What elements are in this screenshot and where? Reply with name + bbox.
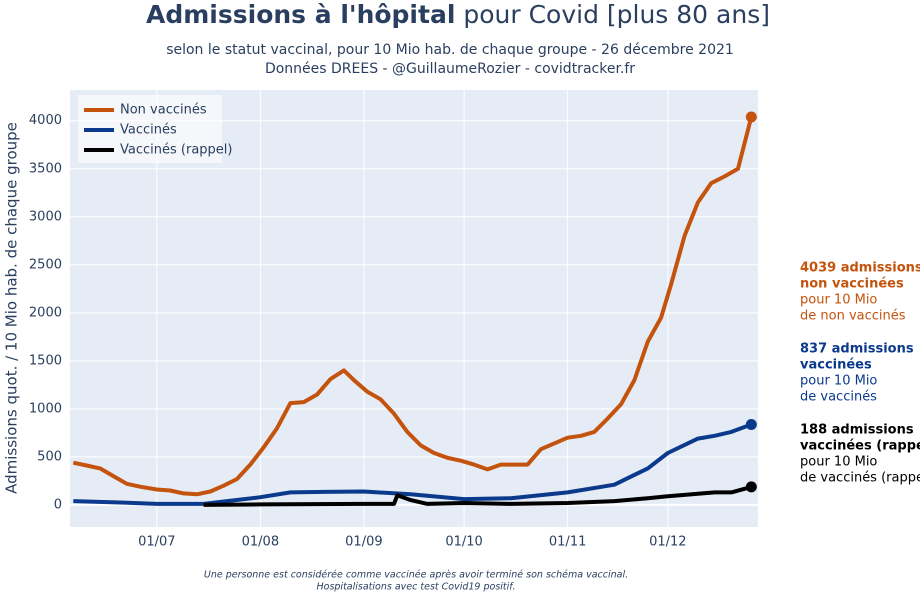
y-tick-label: 3000 <box>29 209 62 224</box>
annotation-bold: 4039 admissions <box>800 261 920 276</box>
annotation-text: pour 10 Mio <box>800 455 877 470</box>
footnote: Hospitalisations avec test Covid19 posit… <box>317 582 516 593</box>
annotation-bold: vaccinées <box>800 358 872 373</box>
y-tick-label: 3500 <box>29 161 62 176</box>
end-marker <box>745 419 757 431</box>
x-tick-label: 01/09 <box>345 535 382 550</box>
x-tick-label: 01/11 <box>549 535 586 550</box>
annotation-text: pour 10 Mio <box>800 374 877 389</box>
line <box>203 484 752 507</box>
x-tick-label: 01/08 <box>242 535 279 550</box>
annotation-text: de vaccinés <box>800 390 877 405</box>
y-tick-label: 0 <box>54 497 62 512</box>
title-rest: pour Covid [plus 80 ans] <box>463 0 770 29</box>
footnote: Une personne est considérée comme vaccin… <box>204 570 628 581</box>
subtitle: selon le statut vaccinal, pour 10 Mio ha… <box>166 42 734 58</box>
subtitle: Données DREES - @GuillaumeRozier - covid… <box>265 61 635 77</box>
annotation-text: de vaccinés (rappel) <box>800 471 920 486</box>
y-tick-label: 4000 <box>29 113 62 128</box>
y-tick-label: 1500 <box>29 353 62 368</box>
y-tick-label: 500 <box>37 449 62 464</box>
annotation-text: de non vaccinés <box>800 309 906 324</box>
end-marker <box>745 481 757 493</box>
y-axis-label: Admissions quot. / 10 Mio hab. de chaque… <box>3 122 21 494</box>
annotation-bold: non vaccinées <box>800 277 904 292</box>
title-bold: Admissions à l'hôpital <box>146 0 455 29</box>
y-tick-label: 1000 <box>29 401 62 416</box>
x-tick-label: 01/07 <box>138 535 175 550</box>
annotation-text: pour 10 Mio <box>800 293 877 308</box>
legend-label: Vaccinés (rappel) <box>120 143 232 158</box>
legend-label: Non vaccinés <box>120 103 207 118</box>
y-tick-label: 2500 <box>29 257 62 272</box>
legend-label: Vaccinés <box>120 123 177 138</box>
annotation-bold: 188 admissions <box>800 423 914 438</box>
x-tick-label: 01/10 <box>445 535 482 550</box>
end-marker <box>745 111 757 123</box>
chart-title: Admissions à l'hôpital pour Covid [plus … <box>146 0 770 29</box>
annotation-bold: 837 admissions <box>800 342 914 357</box>
annotation-bold: vaccinées (rappel) <box>800 439 920 454</box>
y-tick-label: 2000 <box>29 305 62 320</box>
line <box>72 116 754 497</box>
x-tick-label: 01/12 <box>649 535 686 550</box>
